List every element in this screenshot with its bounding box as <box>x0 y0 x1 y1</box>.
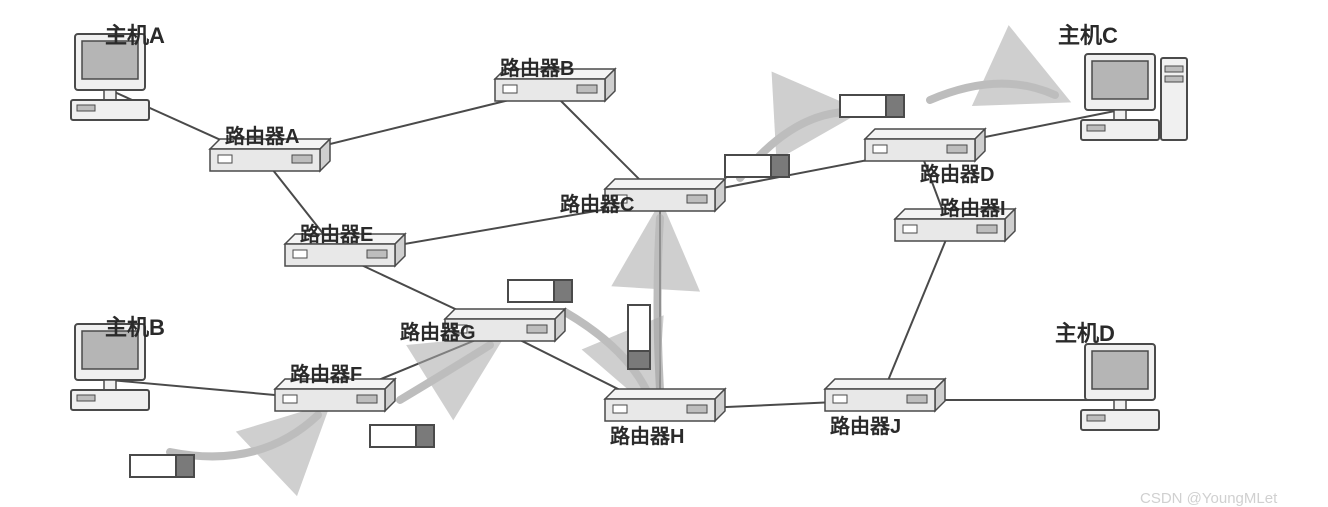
router-label: 路由器A <box>225 120 299 149</box>
flow-arrow <box>658 218 661 390</box>
flow-arrow <box>930 84 1055 100</box>
router-label: 路由器E <box>300 218 373 247</box>
router-label: 路由器H <box>610 420 684 449</box>
host-icon <box>1081 54 1187 140</box>
router-icon <box>865 129 985 161</box>
packet-icon <box>628 305 650 369</box>
router-label: 路由器B <box>500 52 574 81</box>
flow-arrow <box>170 415 318 456</box>
host-label: 主机A <box>105 18 165 50</box>
router-label: 路由器G <box>400 316 476 345</box>
packet-icon <box>840 95 904 117</box>
edge <box>880 230 950 400</box>
router-icon <box>825 379 945 411</box>
watermark: CSDN @YoungMLet <box>1140 490 1277 507</box>
host-label: 主机D <box>1055 316 1115 348</box>
diagram-stage: 主机A 主机B 主机C 主机D 路由器A 路由器B 路由器C 路由器D 路由器E 路由器F 路由器G… <box>0 0 1328 504</box>
router-label: 路由器C <box>560 188 634 217</box>
packet-icon <box>508 280 572 302</box>
router-label: 路由器J <box>830 410 901 439</box>
host-icon <box>1081 344 1159 430</box>
router-icon <box>605 389 725 421</box>
packet-icon <box>725 155 789 177</box>
router-label: 路由器I <box>940 192 1006 221</box>
packet-icon <box>370 425 434 447</box>
host-label: 主机B <box>105 310 165 342</box>
host-label: 主机C <box>1058 18 1118 50</box>
packet-icon <box>130 455 194 477</box>
router-label: 路由器F <box>290 358 362 387</box>
router-label: 路由器D <box>920 158 994 187</box>
